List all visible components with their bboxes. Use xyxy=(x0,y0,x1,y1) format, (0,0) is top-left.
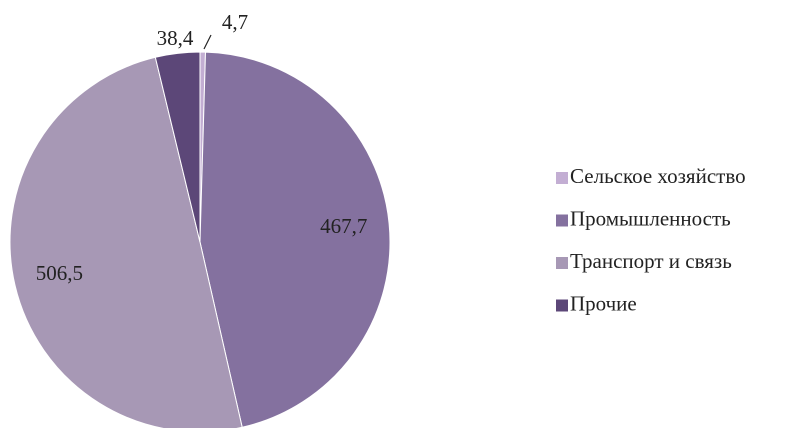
leader-line xyxy=(203,34,212,50)
legend-label: Транспорт и связь xyxy=(570,249,732,273)
data-label: 38,4 xyxy=(157,26,194,50)
data-label: 506,5 xyxy=(36,261,83,285)
data-label: 4,7 xyxy=(222,10,248,34)
legend-swatch xyxy=(556,299,568,312)
legend-swatch xyxy=(556,172,568,184)
legend-swatch xyxy=(556,257,568,269)
data-label: 467,7 xyxy=(320,214,367,238)
pie-slice xyxy=(9,56,243,428)
pie-slice xyxy=(154,51,201,243)
legend-swatch xyxy=(556,214,568,227)
pie-slice xyxy=(199,51,391,428)
legend-label: Прочие xyxy=(570,291,637,315)
legend-label: Сельское хозяйство xyxy=(570,164,746,188)
legend-label: Промышленность xyxy=(570,206,731,230)
